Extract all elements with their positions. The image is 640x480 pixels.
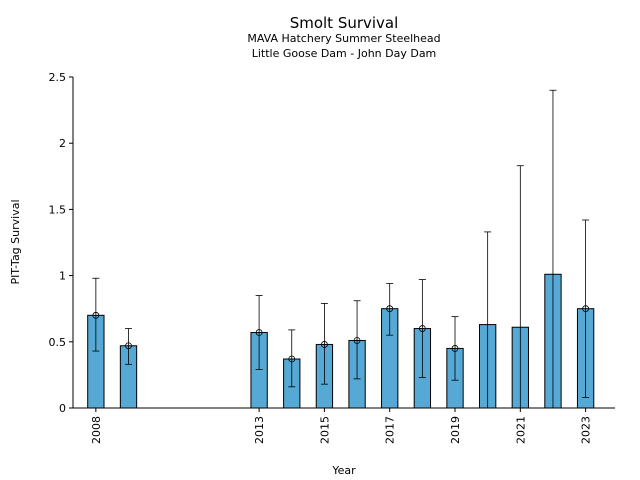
y-tick-label: 0.5 [49,336,67,349]
point-marker-2008 [92,311,100,319]
bars-layer [87,273,595,409]
chart-subtitle-line-2: Little Goose Dam - John Day Dam [252,47,437,60]
x-tick-label: 2008 [90,416,103,444]
point-marker-2016 [353,337,361,344]
point-marker-2013 [255,329,263,336]
y-ticks: 0 0.5 1 1.5 2 2.5 [49,71,73,415]
x-tick-label: 2019 [449,416,462,444]
error-bars-layer [92,89,590,408]
y-axis-label: PIT-Tag Survival [9,199,22,284]
x-tick-label: 2017 [384,416,397,444]
y-tick-label: 2.5 [49,71,67,84]
point-marker-2015 [321,341,328,348]
y-tick-label: 1.5 [49,203,67,216]
x-tick-label: 2013 [253,416,266,444]
x-tick-label: 2023 [580,416,593,444]
point-marker-2009 [125,342,132,350]
x-ticks: 2008 2013 2015 2017 2019 2021 2023 [90,408,593,444]
chart-title: Smolt Survival [290,14,399,32]
y-tick-label: 2 [59,137,66,150]
point-marker-2017 [386,305,394,313]
x-axis-label: Year [331,464,356,477]
point-marker-2019 [451,345,459,352]
x-tick-label: 2021 [514,416,527,444]
y-tick-label: 1 [59,270,66,283]
point-marker-2014 [288,355,296,363]
point-marker-2018 [418,325,426,332]
chart-subtitle-line-1: MAVA Hatchery Summer Steelhead [247,32,440,45]
x-tick-label: 2015 [318,416,331,444]
y-tick-label: 0 [59,402,66,415]
point-marker-2023 [582,305,590,313]
